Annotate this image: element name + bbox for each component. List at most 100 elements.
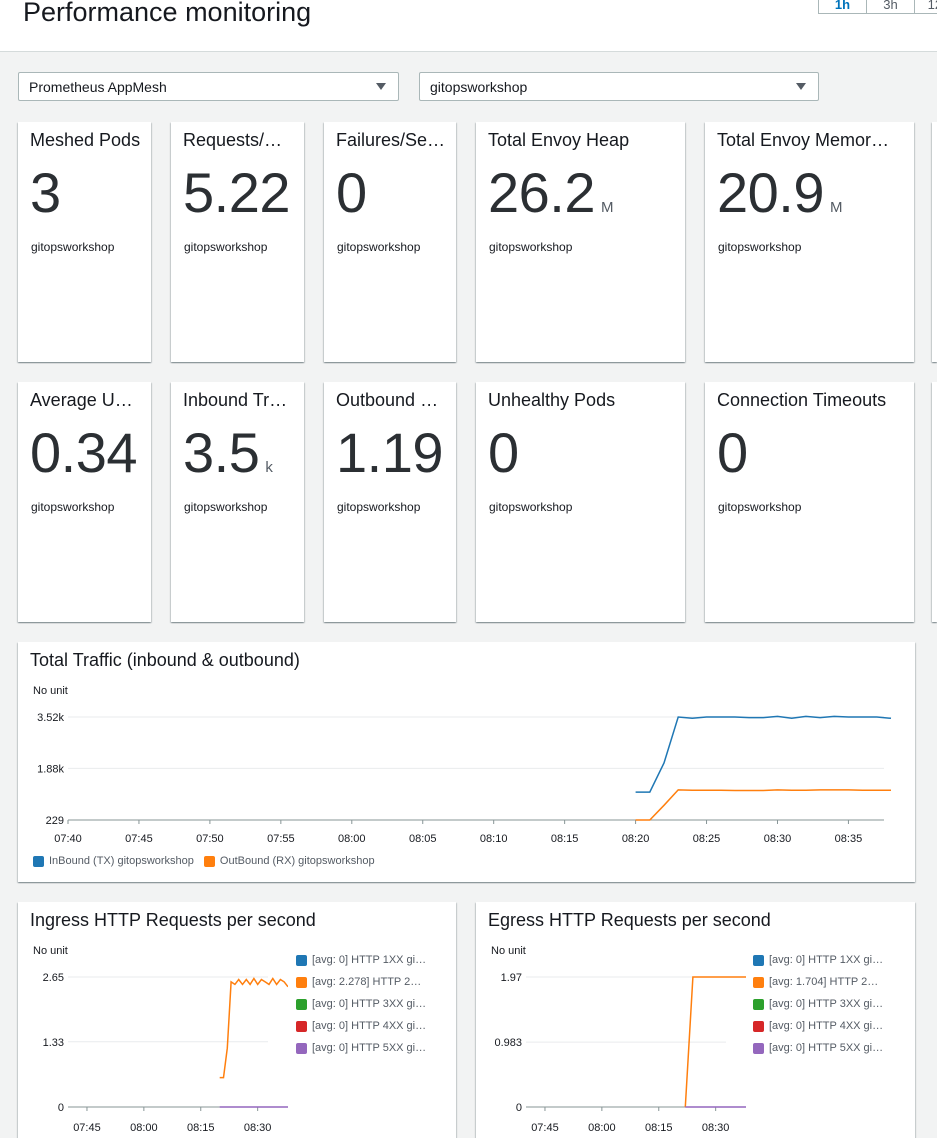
kpi-value: 0 xyxy=(488,421,519,484)
kpi-title: Connection Timeouts xyxy=(717,390,887,410)
kpi-namespace-label: gitopsworkshop xyxy=(337,500,421,514)
total-traffic-chart[interactable]: 3.52k 1.88k 229 07:40 07:45 07:50 07:55 08:00 08… xyxy=(18,642,915,852)
legend-item[interactable]: [avg: 2.278] HTTP 2… xyxy=(296,976,421,988)
kpi-value: 0 xyxy=(336,161,367,224)
kpi-card-average: Average U… 0.34 gitopsworkshop xyxy=(18,382,151,622)
namespace-select[interactable]: gitopsworkshop xyxy=(419,72,819,101)
legend-label: [avg: 2.278] HTTP 2… xyxy=(312,976,422,988)
caret-down-icon xyxy=(376,83,386,90)
time-range-12h-button[interactable]: 12h xyxy=(915,0,937,13)
legend-swatch-red xyxy=(296,1020,307,1032)
y-tick-label: 3.52k xyxy=(37,712,64,724)
y-tick-label: 1.33 xyxy=(43,1037,64,1049)
kpi-value: 5.22 xyxy=(183,161,291,224)
legend-label: [avg: 0] HTTP 3XX gi… xyxy=(312,998,427,1010)
series-line-orange xyxy=(635,789,891,821)
ingress-http-chart-card: Ingress HTTP Requests per second No unit… xyxy=(18,902,456,1138)
page-header: Performance monitoring 1h 3h 12h xyxy=(0,0,937,52)
legend-label: [avg: 0] HTTP 1XX gi… xyxy=(312,954,427,966)
legend-item[interactable]: InBound (TX) gitopsworkshop xyxy=(33,855,194,867)
ingress-http-chart[interactable]: 2.65 1.33 0 07:45 08:00 08:15 08:30 xyxy=(18,902,288,1138)
legend-item[interactable]: [avg: 1.704] HTTP 2… xyxy=(753,976,878,988)
legend-item[interactable]: [avg: 0] HTTP 1XX gi… xyxy=(296,954,426,966)
legend-swatch-orange xyxy=(203,855,215,867)
legend-label: [avg: 0] HTTP 3XX gi… xyxy=(769,998,884,1010)
kpi-card-envoy-memory: Total Envoy Memor… 20.9 M gitopsworkshop xyxy=(705,122,914,362)
legend-swatch-green xyxy=(296,998,307,1010)
series-line-orange xyxy=(684,976,746,1108)
chart-unit-label: No unit xyxy=(33,685,68,697)
legend-swatch-blue xyxy=(296,954,307,966)
kpi-namespace-label: gitopsworkshop xyxy=(31,500,115,514)
namespace-select-value: gitopsworkshop xyxy=(430,79,528,95)
kpi-namespace-label: gitopsworkshop xyxy=(184,240,268,254)
chart-legend: InBound (TX) gitopsworkshop OutBound (RX… xyxy=(33,855,375,867)
y-tick-label: 0 xyxy=(58,1102,64,1114)
kpi-value: 3 xyxy=(30,161,61,224)
legend-swatch-blue xyxy=(753,954,764,966)
legend-label: [avg: 1.704] HTTP 2… xyxy=(769,976,879,988)
legend-swatch-orange xyxy=(753,976,764,988)
x-tick-label: 08:00 xyxy=(338,833,366,845)
time-range-3h-button[interactable]: 3h xyxy=(867,0,915,13)
kpi-value: 0.34 xyxy=(30,421,138,484)
x-tick-label: 08:20 xyxy=(622,833,650,845)
x-tick-label: 08:25 xyxy=(693,833,721,845)
y-tick-label: 2.65 xyxy=(43,972,64,984)
legend-swatch-red xyxy=(753,1020,764,1032)
legend-label: [avg: 0] HTTP 5XX gi… xyxy=(769,1042,884,1054)
x-tick-label: 08:30 xyxy=(764,833,792,845)
legend-item[interactable]: [avg: 0] HTTP 4XX gi… xyxy=(753,1020,883,1032)
egress-http-chart[interactable]: 1.97 0.983 0 07:45 08:00 08:15 08:30 xyxy=(476,902,746,1138)
legend-item[interactable]: [avg: 0] HTTP 3XX gi… xyxy=(753,998,883,1010)
chart-title: Total Traffic (inbound & outbound) xyxy=(30,650,300,670)
kpi-title: Outbound … xyxy=(336,390,439,410)
kpi-namespace-label: gitopsworkshop xyxy=(718,500,802,514)
chart-title: Ingress HTTP Requests per second xyxy=(30,910,316,930)
legend-swatch-blue xyxy=(33,855,44,867)
kpi-title: Average U… xyxy=(30,390,133,410)
x-tick-label: 07:40 xyxy=(54,833,82,845)
y-tick-label: 0.983 xyxy=(494,1037,522,1049)
legend-item[interactable]: [avg: 0] HTTP 4XX gi… xyxy=(296,1020,426,1032)
legend-label: [avg: 0] HTTP 4XX gi… xyxy=(769,1020,884,1032)
x-tick-label: 07:45 xyxy=(73,1122,101,1134)
chart-unit-label: No unit xyxy=(33,945,68,957)
kpi-card-unhealthy-pods: Unhealthy Pods 0 gitopsworkshop xyxy=(476,382,685,622)
page-title: Performance monitoring xyxy=(23,0,312,27)
legend-item[interactable]: OutBound (RX) gitopsworkshop xyxy=(203,855,375,867)
time-range-selector: 1h 3h 12h xyxy=(818,0,937,14)
x-tick-label: 08:15 xyxy=(187,1122,215,1134)
series-line-blue xyxy=(635,715,892,793)
x-tick-label: 08:00 xyxy=(588,1122,616,1134)
kpi-value: 26.2 M xyxy=(488,161,614,224)
kpi-namespace-label: gitopsworkshop xyxy=(184,500,268,514)
caret-down-icon xyxy=(796,83,806,90)
kpi-namespace-label: gitopsworkshop xyxy=(718,240,802,254)
legend-item[interactable]: [avg: 0] HTTP 5XX gi… xyxy=(753,1042,883,1054)
kpi-card-connection-timeouts: Connection Timeouts 0 gitopsworkshop xyxy=(705,382,914,622)
egress-http-chart-card: Egress HTTP Requests per second No unit … xyxy=(476,902,915,1138)
x-tick-label: 07:45 xyxy=(125,833,153,845)
legend-item[interactable]: [avg: 0] HTTP 1XX gi… xyxy=(753,954,883,966)
kpi-value: 0 xyxy=(717,421,748,484)
x-tick-label: 08:30 xyxy=(244,1122,272,1134)
x-tick-label: 08:05 xyxy=(409,833,437,845)
kpi-card-meshed-pods: Meshed Pods 3 gitopsworkshop xyxy=(18,122,151,362)
time-range-1h-button[interactable]: 1h xyxy=(819,0,867,13)
legend-label: [avg: 0] HTTP 5XX gi… xyxy=(312,1042,427,1054)
kpi-value: 20.9 M xyxy=(717,161,843,224)
y-tick-label: 1.88k xyxy=(37,763,64,775)
kpi-card-outbound: Outbound … 1.19 gitopsworkshop xyxy=(324,382,456,622)
legend-item[interactable]: [avg: 0] HTTP 3XX gi… xyxy=(296,998,426,1010)
kpi-title: Unhealthy Pods xyxy=(488,390,616,410)
kpi-title: Total Envoy Heap xyxy=(488,130,630,150)
kpi-card-envoy-heap: Total Envoy Heap 26.2 M gitopsworkshop xyxy=(476,122,685,362)
legend-item[interactable]: [avg: 0] HTTP 5XX gi… xyxy=(296,1042,426,1054)
x-tick-label: 08:30 xyxy=(702,1122,730,1134)
kpi-title: Inbound Tr… xyxy=(183,390,288,410)
kpi-namespace-label: gitopsworkshop xyxy=(489,240,573,254)
x-tick-label: 08:00 xyxy=(130,1122,158,1134)
source-select[interactable]: Prometheus AppMesh xyxy=(18,72,399,101)
kpi-value: 3.5 k xyxy=(183,421,273,484)
